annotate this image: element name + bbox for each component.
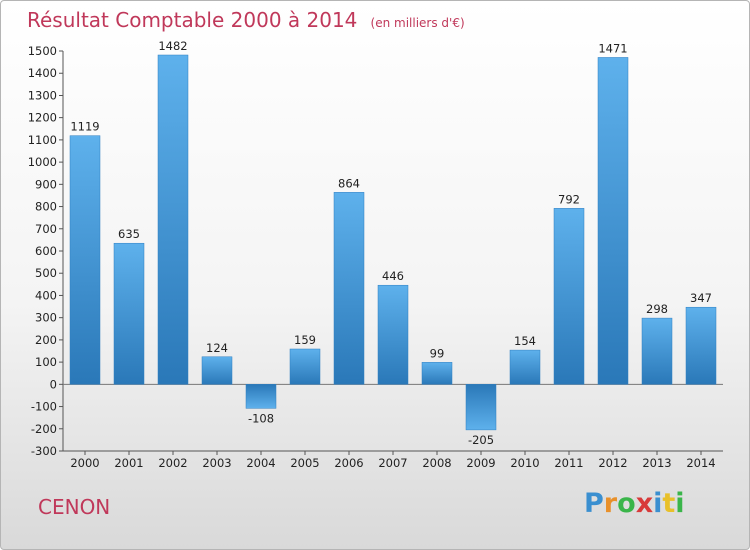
proxiti-logo: Proxiti xyxy=(584,488,685,519)
x-tick-label: 2012 xyxy=(598,456,627,470)
data-label: 347 xyxy=(690,291,712,305)
logo-letter: t xyxy=(662,488,676,519)
y-tick-label: 800 xyxy=(35,200,57,214)
logo-letter: x xyxy=(635,488,654,519)
y-tick-label: 700 xyxy=(35,222,57,236)
bar xyxy=(201,356,233,385)
chart-subtitle: (en milliers d'€) xyxy=(370,16,465,30)
bar xyxy=(553,208,585,385)
bar xyxy=(597,57,629,385)
y-tick-label: 1300 xyxy=(28,88,57,102)
data-label: -108 xyxy=(248,411,274,425)
bar xyxy=(157,54,189,385)
data-label: 446 xyxy=(382,269,404,283)
y-tick-label: 100 xyxy=(35,355,57,369)
y-tick-label: 1500 xyxy=(28,44,57,58)
y-tick-label: 1200 xyxy=(28,111,57,125)
y-tick-label: 400 xyxy=(35,288,57,302)
bar xyxy=(245,384,277,409)
y-tick-label: -200 xyxy=(31,422,57,436)
x-tick-label: 2005 xyxy=(290,456,319,470)
data-label: 298 xyxy=(646,302,668,316)
bar xyxy=(465,384,497,431)
y-tick-label: -100 xyxy=(31,400,57,414)
data-label: 159 xyxy=(294,333,316,347)
x-tick-label: 2014 xyxy=(686,456,715,470)
data-label: 635 xyxy=(118,227,140,241)
x-tick-label: 2000 xyxy=(70,456,99,470)
chart-title: Résultat Comptable 2000 à 2014 xyxy=(27,8,358,32)
x-tick-label: 2007 xyxy=(378,456,407,470)
bar xyxy=(289,348,321,385)
x-tick-label: 2003 xyxy=(202,456,231,470)
y-tick-label: 1100 xyxy=(28,133,57,147)
data-label: 1482 xyxy=(158,39,187,53)
data-label: 864 xyxy=(338,176,360,190)
y-tick-label: 300 xyxy=(35,311,57,325)
x-tick-label: 2013 xyxy=(642,456,671,470)
title-row: Résultat Comptable 2000 à 2014 (en milli… xyxy=(27,8,465,32)
y-tick-label: 200 xyxy=(35,333,57,347)
logo-letter: i xyxy=(653,488,663,519)
data-label: -205 xyxy=(468,433,494,447)
y-tick-label: 1400 xyxy=(28,66,57,80)
x-tick-label: 2001 xyxy=(114,456,143,470)
logo-letter: i xyxy=(675,488,685,519)
x-tick-label: 2004 xyxy=(246,456,275,470)
x-tick-label: 2006 xyxy=(334,456,363,470)
y-tick-label: 900 xyxy=(35,177,57,191)
data-label: 124 xyxy=(206,341,228,355)
x-tick-label: 2010 xyxy=(510,456,539,470)
bar xyxy=(333,192,365,385)
bar xyxy=(113,242,145,385)
x-tick-label: 2009 xyxy=(466,456,495,470)
data-label: 154 xyxy=(514,334,536,348)
y-tick-label: 0 xyxy=(50,377,57,391)
y-tick-label: 1000 xyxy=(28,155,57,169)
bar xyxy=(377,284,409,385)
data-label: 792 xyxy=(558,192,580,206)
data-label: 99 xyxy=(430,346,445,360)
x-tick-label: 2011 xyxy=(554,456,583,470)
place-name: CENON xyxy=(38,495,111,519)
y-tick-label: -300 xyxy=(31,444,57,458)
y-tick-label: 600 xyxy=(35,244,57,258)
bar xyxy=(641,317,673,385)
data-label: 1119 xyxy=(70,120,99,134)
x-tick-label: 2002 xyxy=(158,456,187,470)
bar xyxy=(69,135,101,385)
logo-letter: r xyxy=(603,488,618,519)
bar xyxy=(509,349,541,385)
y-tick-label: 500 xyxy=(35,266,57,280)
data-label: 1471 xyxy=(598,41,627,55)
bar xyxy=(421,362,453,385)
logo-letter: o xyxy=(617,488,636,519)
x-tick-label: 2008 xyxy=(422,456,451,470)
bar xyxy=(685,306,717,385)
logo-letter: P xyxy=(584,488,604,519)
